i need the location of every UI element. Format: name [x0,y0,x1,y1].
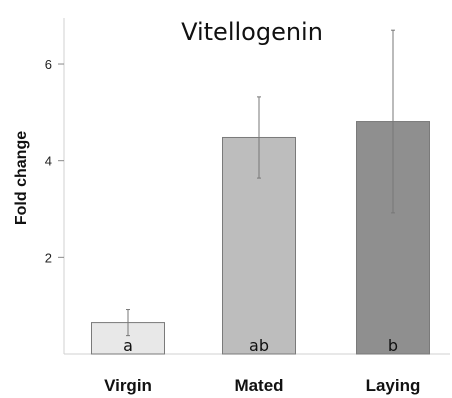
significance-label: a [123,336,133,355]
category-label-laying: Laying [366,376,421,395]
bars-group [91,121,430,355]
category-label-virgin: Virgin [104,376,152,395]
y-tick-label: 6 [45,57,52,72]
y-axis-label: Fold change [13,131,30,225]
category-labels-group: Virgin Mated Laying [104,376,420,395]
error-bars-group [126,29,395,337]
y-tick-label: 4 [45,154,52,169]
chart-title: Vitellogenin [181,18,323,46]
category-label-mated: Mated [234,376,283,395]
y-tick-label: 2 [45,250,52,265]
significance-labels-group: a ab b [123,336,398,355]
y-ticks: 2 4 6 [45,57,64,265]
significance-label: ab [249,336,269,355]
bar-mated [222,136,296,355]
significance-label: b [388,336,398,355]
